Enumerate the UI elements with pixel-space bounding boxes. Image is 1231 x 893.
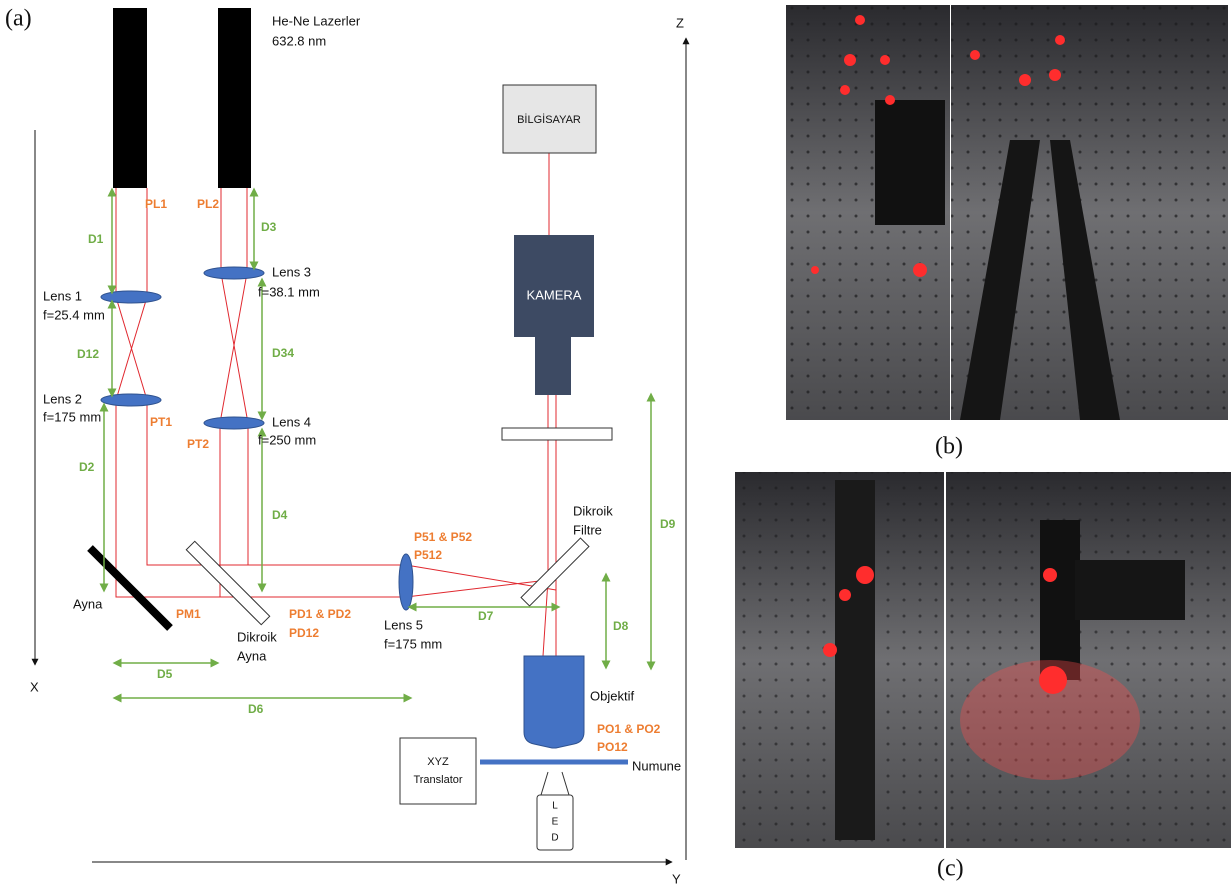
distance-label: D7 [478,609,494,623]
power-label: PL1 [145,197,167,211]
power-label: P51 & P52 [414,530,472,544]
led-label: L [552,801,558,812]
distance-label: D5 [157,667,173,681]
power-label: PO12 [597,740,628,754]
translator [400,738,476,804]
panel-label: (c) [937,856,964,882]
axis-label: Z [676,15,684,30]
power-label: PD1 & PD2 [289,607,351,621]
objective-label: Objektif [590,688,634,703]
axis-label: Y [672,871,681,886]
distance-label: D3 [261,220,277,234]
figure: (a) X Y Z He-Ne Lazerler 632.8 nm BİLGİS… [0,0,1231,893]
translator-label: XYZ [427,756,449,768]
power-label: PO1 & PO2 [597,722,661,736]
power-label: P512 [414,548,442,562]
lens [399,554,413,610]
camera-lens [535,337,571,395]
distance-label: D2 [79,460,95,474]
dichroic-filter-label: Dikroik [573,503,613,518]
distance-label: D9 [660,517,676,531]
laser-label: He-Ne Lazerler [272,13,361,28]
power-label: PD12 [289,626,319,640]
laser [218,8,251,188]
lens-name: Lens 2 [43,391,82,406]
power-label: PT1 [150,415,172,429]
photo [786,5,1228,420]
lens-name: Lens 1 [43,288,82,303]
lens-focal: f=175 mm [43,409,101,424]
filter-plate [502,428,612,440]
dichroic-filter-label: Filtre [573,522,602,537]
led-label: D [551,833,558,844]
axis-label: X [30,679,39,694]
power-label: PL2 [197,197,219,211]
led-label: E [552,817,559,828]
computer-label: BİLGİSAYAR [517,113,581,126]
distance-label: D8 [613,619,629,633]
dichroic-mirror-label: Dikroik [237,629,277,644]
lens-name: Lens 3 [272,264,311,279]
lens [204,267,264,279]
lens-focal: f=250 mm [258,432,316,447]
lens-focal: f=25.4 mm [43,307,105,322]
camera-label: KAMERA [527,287,582,302]
dichroic-filter [521,538,589,606]
lens [101,291,161,303]
mirror-label: Ayna [73,596,103,611]
panel-label: (a) [5,6,32,32]
sample-label: Numune [632,758,681,773]
power-label: PT2 [187,437,209,451]
laser [113,8,147,188]
distance-label: D6 [248,702,264,716]
dichroic-mirror-label: Ayna [237,648,267,663]
lens [101,394,161,406]
mirror [90,548,170,628]
lens-focal: f=38.1 mm [258,284,320,299]
lens-name: Lens 4 [272,414,311,429]
panel-label: (b) [935,434,963,460]
distance-label: D1 [88,232,104,246]
led-light [541,772,569,795]
beams [116,153,556,656]
distance-label: D4 [272,508,288,522]
power-label: PM1 [176,607,201,621]
objective [524,656,584,748]
distance-label: D34 [272,346,294,360]
lens-focal: f=175 mm [384,636,442,651]
lens [204,417,264,429]
lens-name: Lens 5 [384,617,423,632]
distance-label: D12 [77,347,99,361]
laser-wavelength: 632.8 nm [272,33,326,48]
photo [735,472,1231,848]
translator-label: Translator [413,774,462,786]
camera [514,235,594,337]
